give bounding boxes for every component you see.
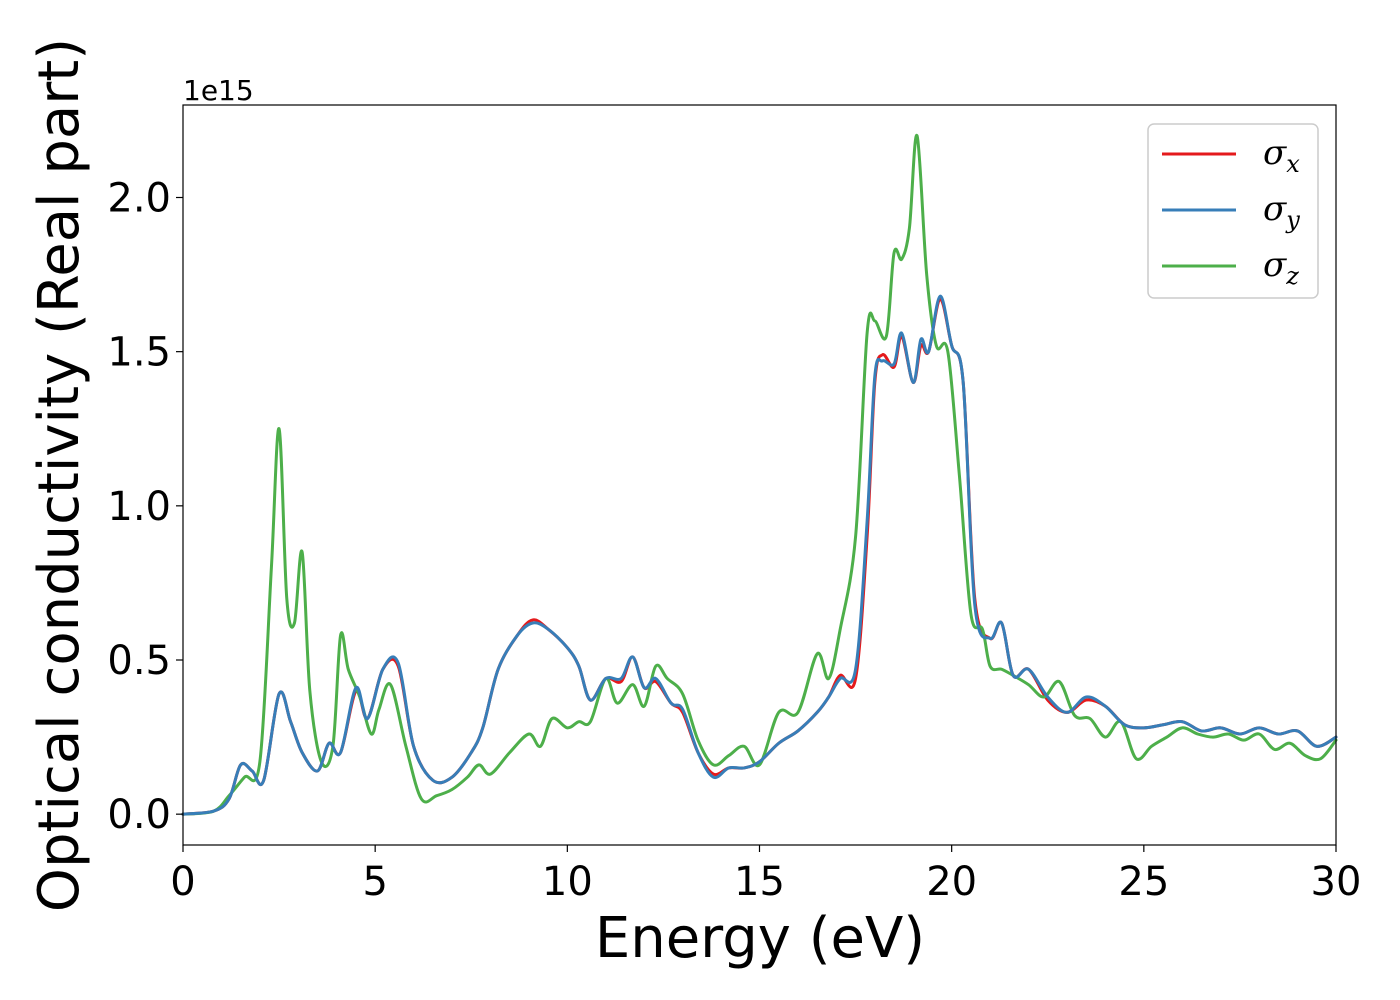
x-axis-title: Energy (eV)	[595, 906, 925, 971]
x-tick-label: 5	[362, 859, 387, 905]
x-tick-label: 30	[1311, 859, 1362, 905]
y-tick-label: 1.0	[107, 484, 171, 530]
x-tick-label: 25	[1118, 859, 1169, 905]
series-line-y	[181, 294, 1338, 816]
y-tick-label: 0.0	[107, 792, 171, 838]
legend-label-x: σx	[1263, 133, 1300, 178]
x-tick-label: 0	[170, 859, 195, 905]
legend-label-y: σy	[1263, 189, 1300, 234]
x-tick-label: 10	[542, 859, 593, 905]
legend-label-z: σz	[1263, 245, 1299, 290]
series-layer	[181, 134, 1338, 816]
y-axis-offset-label: 1e15	[183, 74, 254, 107]
series-line-z	[181, 134, 1338, 816]
x-tick-label: 20	[926, 859, 977, 905]
y-axis-ticks: 0.0 0.5 1.0 1.5 2.0	[107, 176, 183, 838]
x-tick-label: 15	[734, 859, 785, 905]
y-axis-title: Optical conductivity (Real part)	[27, 38, 92, 912]
legend: σx σy σz	[1147, 123, 1319, 299]
x-axis-ticks: 0 5 10 15 20 25 30	[170, 845, 1361, 905]
y-tick-label: 0.5	[107, 638, 171, 684]
y-tick-label: 2.0	[107, 176, 171, 222]
y-tick-label: 1.5	[107, 330, 171, 376]
